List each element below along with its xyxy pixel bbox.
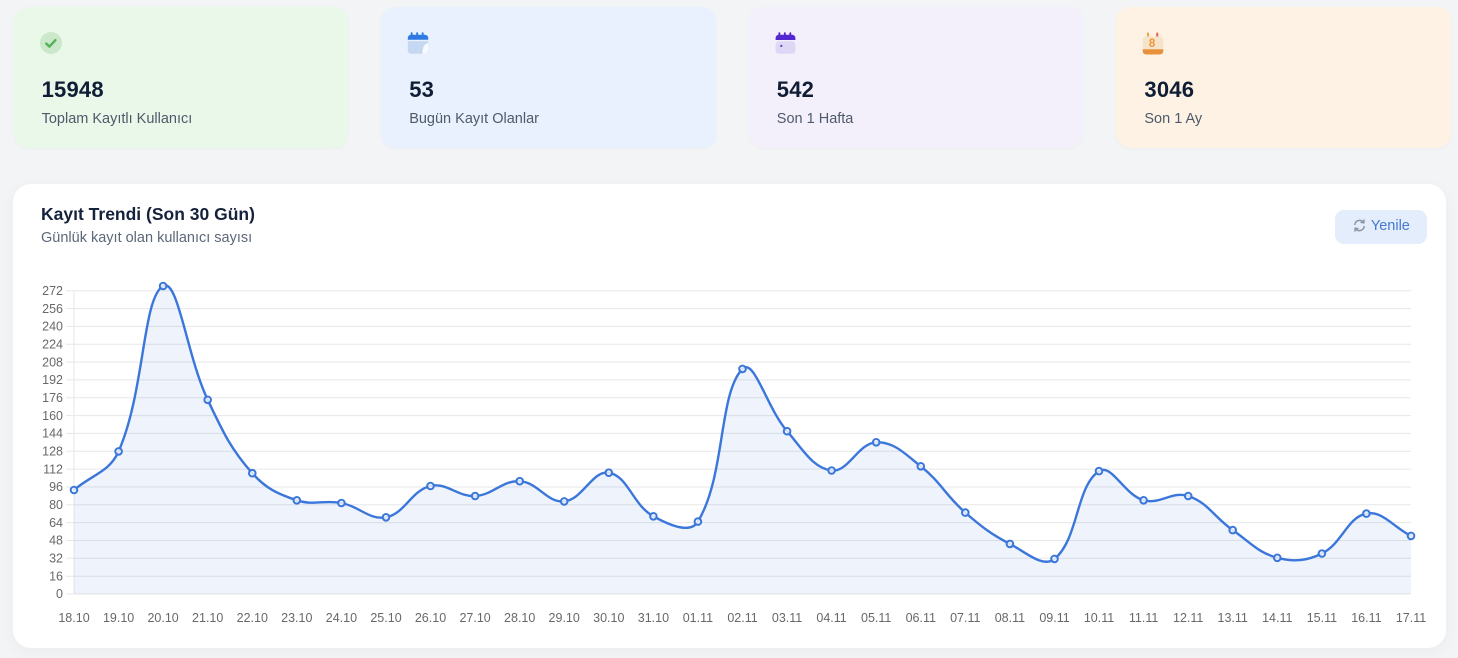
svg-text:23.10: 23.10 <box>281 611 312 625</box>
svg-text:48: 48 <box>49 534 63 548</box>
svg-text:01.11: 01.11 <box>683 611 713 625</box>
svg-text:224: 224 <box>42 337 63 351</box>
svg-text:02.11: 02.11 <box>727 611 757 625</box>
svg-text:17.11: 17.11 <box>1396 611 1426 625</box>
svg-text:96: 96 <box>49 480 63 494</box>
svg-text:176: 176 <box>42 391 63 405</box>
svg-text:128: 128 <box>42 445 63 459</box>
svg-text:8: 8 <box>1149 38 1156 50</box>
svg-text:64: 64 <box>49 516 63 530</box>
svg-text:05.11: 05.11 <box>861 611 891 625</box>
svg-text:144: 144 <box>42 427 63 441</box>
svg-text:10.11: 10.11 <box>1084 611 1114 625</box>
svg-text:80: 80 <box>49 498 63 512</box>
svg-text:04.11: 04.11 <box>816 611 846 625</box>
svg-text:0: 0 <box>56 587 63 601</box>
svg-text:240: 240 <box>42 320 63 334</box>
svg-text:272: 272 <box>42 284 63 298</box>
svg-text:192: 192 <box>42 373 63 387</box>
svg-text:14.11: 14.11 <box>1262 611 1292 625</box>
svg-text:21.10: 21.10 <box>192 611 223 625</box>
svg-text:16.11: 16.11 <box>1351 611 1381 625</box>
svg-text:12.11: 12.11 <box>1173 611 1203 625</box>
svg-text:15.11: 15.11 <box>1307 611 1337 625</box>
svg-text:31.10: 31.10 <box>638 611 669 625</box>
svg-text:03.11: 03.11 <box>772 611 802 625</box>
svg-text:27.10: 27.10 <box>459 611 490 625</box>
svg-text:16: 16 <box>49 569 63 583</box>
svg-text:09.11: 09.11 <box>1039 611 1069 625</box>
svg-text:28.10: 28.10 <box>504 611 535 625</box>
svg-text:29.10: 29.10 <box>549 611 580 625</box>
svg-text:208: 208 <box>42 355 63 369</box>
svg-text:11.11: 11.11 <box>1129 611 1158 625</box>
svg-text:13.11: 13.11 <box>1218 611 1248 625</box>
svg-text:24.10: 24.10 <box>326 611 357 625</box>
svg-text:112: 112 <box>43 462 63 476</box>
svg-text:160: 160 <box>42 409 63 423</box>
svg-text:18.10: 18.10 <box>58 611 89 625</box>
svg-text:30.10: 30.10 <box>593 611 624 625</box>
svg-text:07.11: 07.11 <box>950 611 980 625</box>
svg-text:256: 256 <box>42 302 63 316</box>
svg-text:25.10: 25.10 <box>370 611 401 625</box>
svg-text:22.10: 22.10 <box>237 611 268 625</box>
svg-text:20.10: 20.10 <box>147 611 178 625</box>
svg-text:32: 32 <box>49 552 63 566</box>
svg-text:08.11: 08.11 <box>995 611 1025 625</box>
svg-text:19.10: 19.10 <box>103 611 134 625</box>
svg-text:26.10: 26.10 <box>415 611 446 625</box>
svg-text:06.11: 06.11 <box>906 611 936 625</box>
